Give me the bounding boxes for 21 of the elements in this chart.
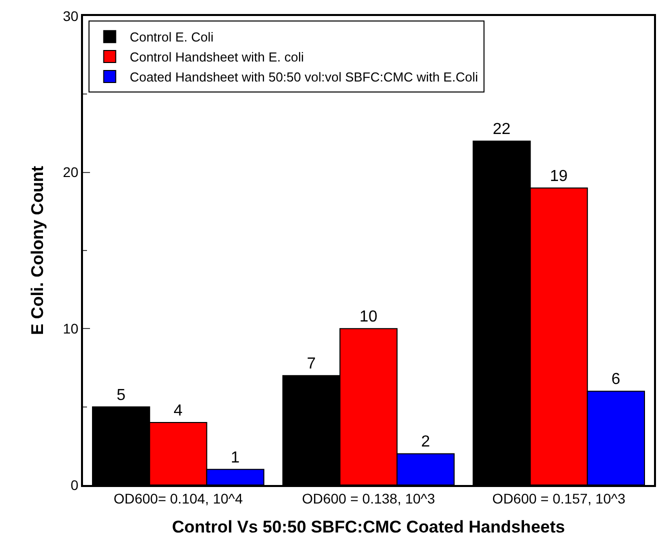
data-label: 7: [306, 356, 316, 373]
legend-label: Control Handsheet with E. coli: [130, 50, 304, 65]
x-tick-label: OD600 = 0.138, 10^3: [302, 490, 436, 507]
y-tick-label: 10: [62, 320, 79, 337]
legend-label: Coated Handsheet with 50:50 vol:vol SBFC:CMC with E.Coli: [130, 70, 478, 85]
data-label: 1: [230, 449, 240, 466]
y-tick-label: 0: [70, 476, 79, 493]
x-axis-title: Control Vs 50:50 SBFC:CMC Coated Handsheets: [172, 517, 565, 536]
data-label: 6: [611, 371, 620, 388]
data-label: 19: [550, 168, 568, 185]
legend-label: Control E. Coli: [130, 30, 214, 45]
data-label: 10: [360, 308, 378, 326]
y-axis-title: E Coli. Colony Count: [28, 166, 47, 336]
data-label: 2: [421, 434, 430, 451]
x-tick-label: OD600 = 0.157, 10^3: [492, 490, 626, 507]
y-tick-label: 20: [62, 164, 79, 180]
data-label: 22: [492, 121, 511, 138]
data-label: 5: [116, 386, 126, 404]
y-tick-label: 30: [62, 8, 79, 24]
data-label: 4: [174, 402, 183, 420]
x-tick-label: OD600= 0.104, 10^4: [114, 490, 243, 507]
